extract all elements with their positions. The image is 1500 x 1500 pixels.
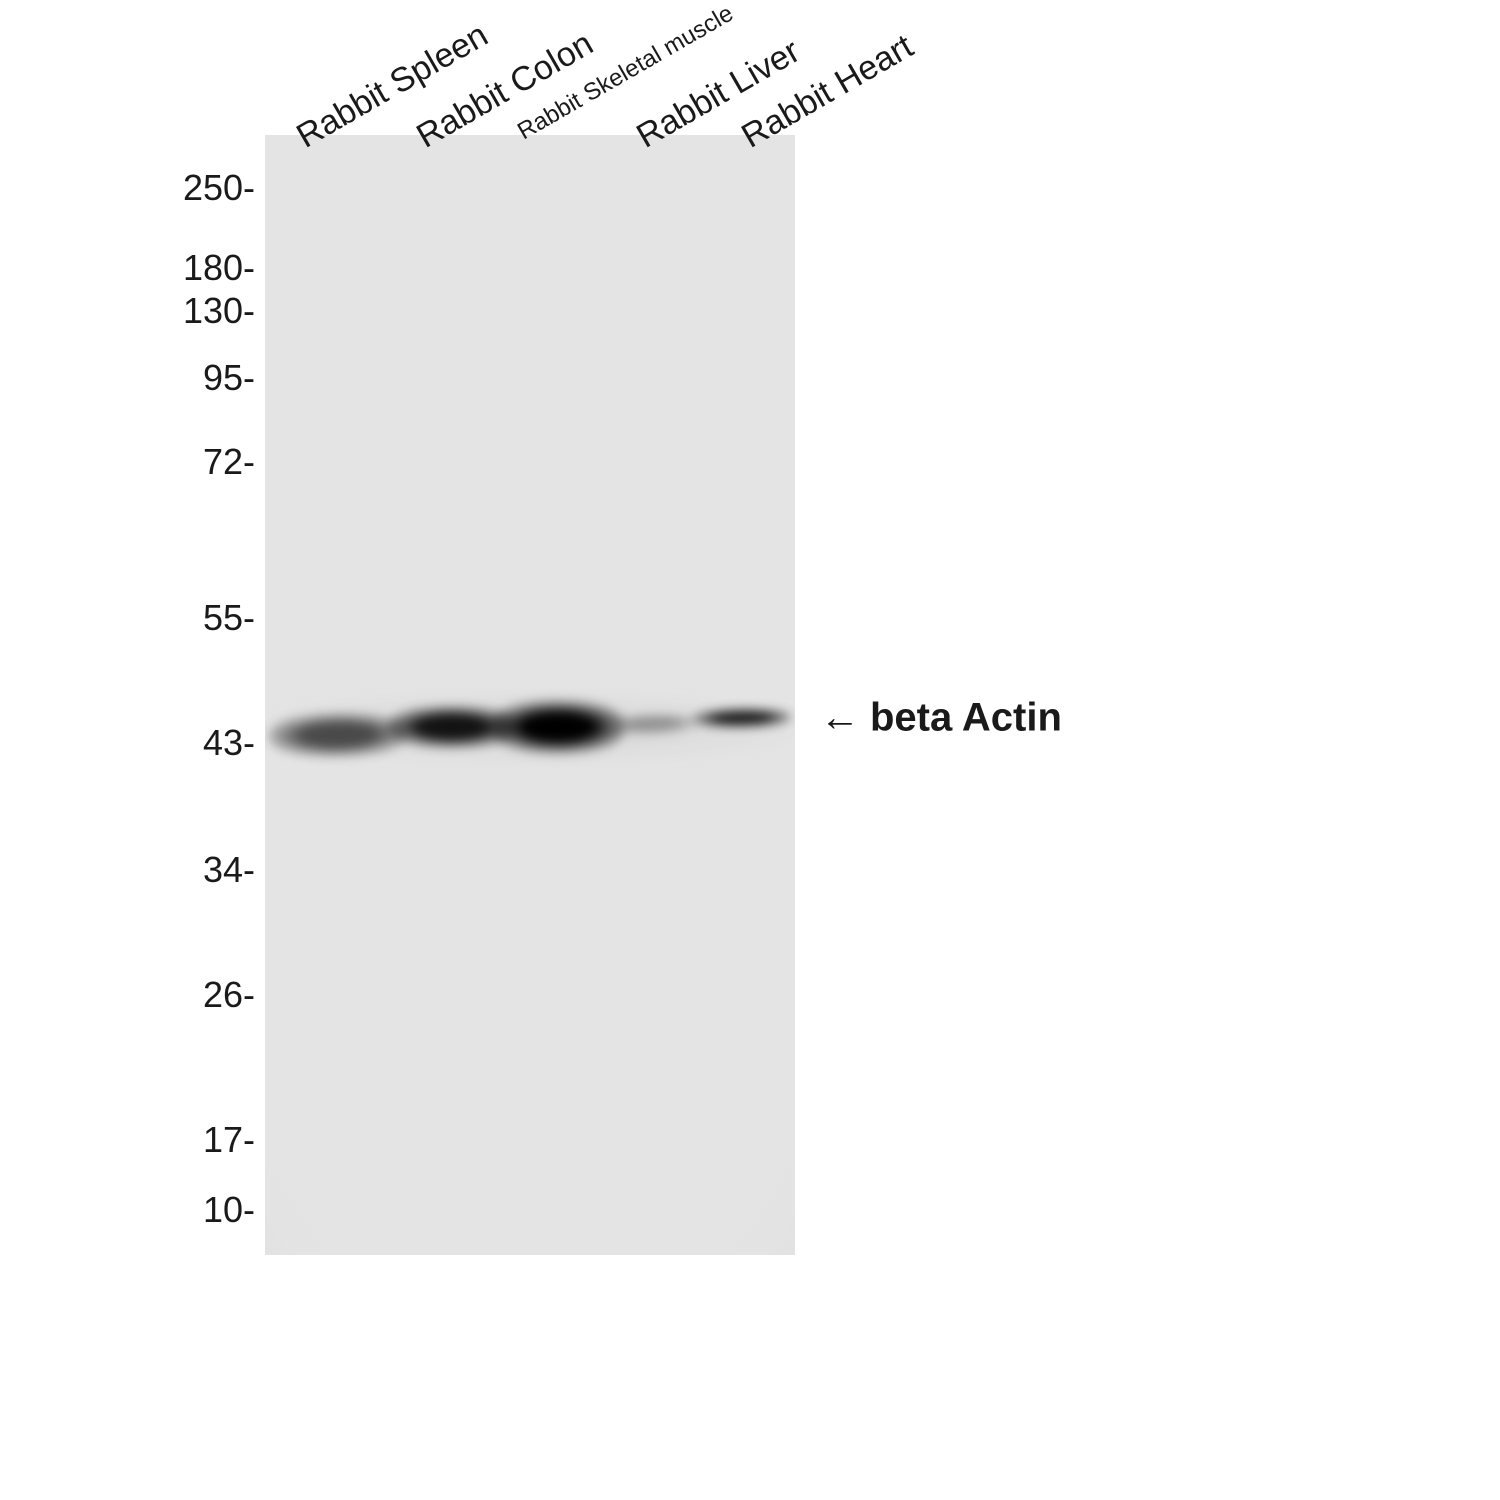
band-lane-1 <box>268 710 408 760</box>
mw-marker: 250- <box>183 167 255 209</box>
mw-marker: 26- <box>203 974 255 1016</box>
mw-marker: 95- <box>203 357 255 399</box>
target-protein-name: beta Actin <box>870 696 1062 741</box>
mw-marker: 55- <box>203 597 255 639</box>
target-annotation: ← beta Actin <box>820 696 1062 741</box>
mw-marker: 43- <box>203 722 255 764</box>
western-blot-figure: 250-180-130-95-72-55-43-34-26-17-10- Rab… <box>0 0 1500 1500</box>
band-lane-3 <box>491 698 626 756</box>
mw-marker: 34- <box>203 849 255 891</box>
mw-marker: 72- <box>203 441 255 483</box>
arrow-left-icon: ← <box>820 696 860 741</box>
mw-marker: 17- <box>203 1119 255 1161</box>
mw-marker: 130- <box>183 290 255 332</box>
mw-marker: 10- <box>203 1189 255 1231</box>
blot-membrane <box>265 135 795 1255</box>
mw-marker: 180- <box>183 247 255 289</box>
